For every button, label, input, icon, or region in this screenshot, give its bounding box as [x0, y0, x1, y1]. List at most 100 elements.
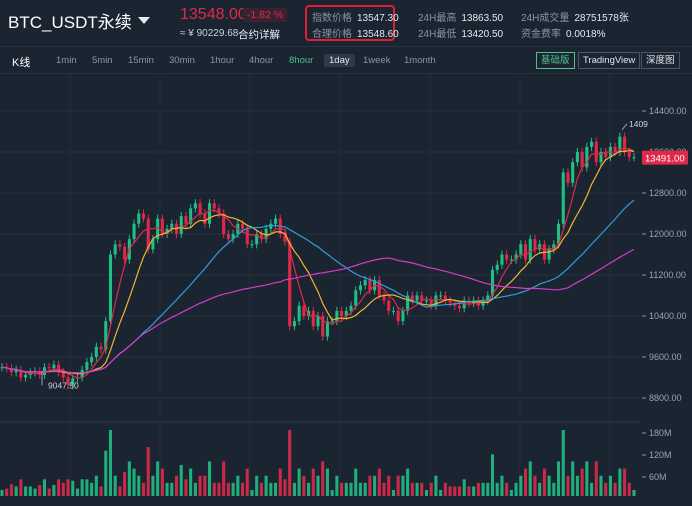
volume-bar	[24, 486, 28, 496]
symbol-selector[interactable]: BTC_USDT永续	[8, 8, 150, 33]
volume-bar	[207, 461, 212, 496]
candle	[38, 371, 42, 375]
candle	[557, 223, 561, 245]
candle	[99, 346, 103, 350]
candle	[585, 146, 589, 168]
candle	[358, 285, 362, 291]
low-24h-value: 13420.50	[461, 29, 504, 40]
tf-5min[interactable]: 5min	[92, 55, 113, 66]
volume-bar	[410, 482, 414, 496]
candle	[132, 223, 136, 240]
candle	[391, 310, 395, 312]
volume-axis-label: 180M	[649, 428, 672, 438]
tf-1min[interactable]: 1min	[56, 55, 77, 66]
tf-4hour[interactable]: 4hour	[249, 55, 274, 66]
candlestick-chart[interactable]: 14400.0013600.0012800.0012000.0011200.00…	[0, 74, 692, 506]
volume-bar	[165, 482, 169, 496]
price-axis-label: 10400.00	[649, 311, 687, 321]
chevron-down-icon[interactable]	[137, 17, 150, 24]
candle	[528, 239, 532, 260]
candle	[179, 216, 183, 234]
candle	[241, 223, 245, 229]
last-price: 13548.00	[180, 6, 247, 23]
candle	[500, 254, 504, 265]
volume-bar	[457, 486, 462, 496]
volume-bar	[141, 482, 146, 496]
candle	[198, 203, 202, 214]
candle	[424, 300, 429, 302]
candle	[481, 300, 485, 306]
volume-bar	[472, 486, 476, 496]
volume-bar	[80, 479, 84, 496]
volume-bar	[434, 475, 438, 496]
funding-rate-value: 0.0018%	[566, 29, 606, 40]
volume-bar	[47, 488, 51, 496]
candle	[141, 213, 146, 219]
candle	[259, 234, 263, 240]
view-tradingview-button[interactable]: TradingView	[578, 52, 641, 69]
price-axis-label: 12000.00	[649, 229, 687, 239]
tf-1week[interactable]: 1week	[363, 55, 391, 66]
high-marker: 1409	[629, 119, 648, 129]
volume-bar	[528, 461, 532, 496]
volume-bar	[85, 479, 89, 496]
candle	[123, 246, 127, 260]
volume-bar	[269, 482, 273, 496]
volume-bar	[330, 490, 334, 496]
fair-price: 合理价格 13548.60	[312, 25, 399, 40]
volume-bar	[66, 479, 70, 496]
volume-bar	[52, 485, 56, 496]
tf-30min[interactable]: 30min	[169, 55, 195, 66]
volume-bar	[462, 479, 466, 496]
volume-bar	[373, 475, 377, 496]
tf-1hour[interactable]: 1hour	[210, 55, 235, 66]
high-24h-value: 13863.50	[461, 13, 504, 24]
view-depth-button[interactable]: 深度图	[641, 52, 680, 69]
volume-bar	[429, 482, 433, 496]
volume-bar	[618, 468, 622, 496]
tf-8hour[interactable]: 8hour	[289, 55, 314, 66]
volume-bar	[231, 482, 235, 496]
volume-bar	[575, 475, 579, 496]
volume-bar	[533, 475, 537, 496]
volume-bar	[387, 475, 391, 496]
index-price-label: 指数价格	[312, 13, 352, 24]
candle	[340, 310, 344, 316]
candle	[420, 295, 424, 301]
candle	[250, 244, 254, 246]
volume-bar	[94, 475, 98, 496]
volume-bar	[590, 482, 594, 496]
view-basic-button[interactable]: 基础版	[536, 52, 575, 69]
volume-bar	[415, 482, 419, 496]
volume-bar	[170, 482, 174, 496]
candle	[113, 244, 117, 255]
contract-detail-link[interactable]: 合约详解	[238, 29, 280, 41]
volume-bar	[321, 461, 325, 496]
candle	[561, 172, 565, 224]
tf-15min[interactable]: 15min	[128, 55, 154, 66]
funding-rate-label: 资金费率	[521, 29, 561, 40]
ma-line-mid	[1, 149, 635, 375]
candle	[297, 305, 301, 322]
tf-1day[interactable]: 1day	[324, 54, 355, 67]
tf-1month[interactable]: 1month	[404, 55, 436, 66]
candle	[410, 295, 414, 301]
candle	[321, 316, 325, 337]
volume-bar	[127, 461, 131, 496]
volume-bar	[146, 447, 150, 496]
candle	[377, 280, 381, 296]
symbol-name[interactable]: BTC_USDT永续	[8, 13, 132, 32]
low-marker: 9047.50	[48, 380, 79, 390]
candle	[24, 374, 28, 378]
volume-bar	[495, 482, 499, 496]
volume-bar	[627, 482, 631, 496]
volume-bar	[632, 490, 636, 496]
volume-bar	[288, 430, 292, 496]
volume-bar	[274, 482, 278, 496]
candle	[387, 300, 391, 311]
volume-bar	[538, 482, 542, 496]
volume-bar	[137, 475, 141, 496]
candle	[66, 377, 70, 386]
high-24h-label: 24H最高	[418, 13, 457, 24]
volume-bar	[198, 475, 202, 496]
